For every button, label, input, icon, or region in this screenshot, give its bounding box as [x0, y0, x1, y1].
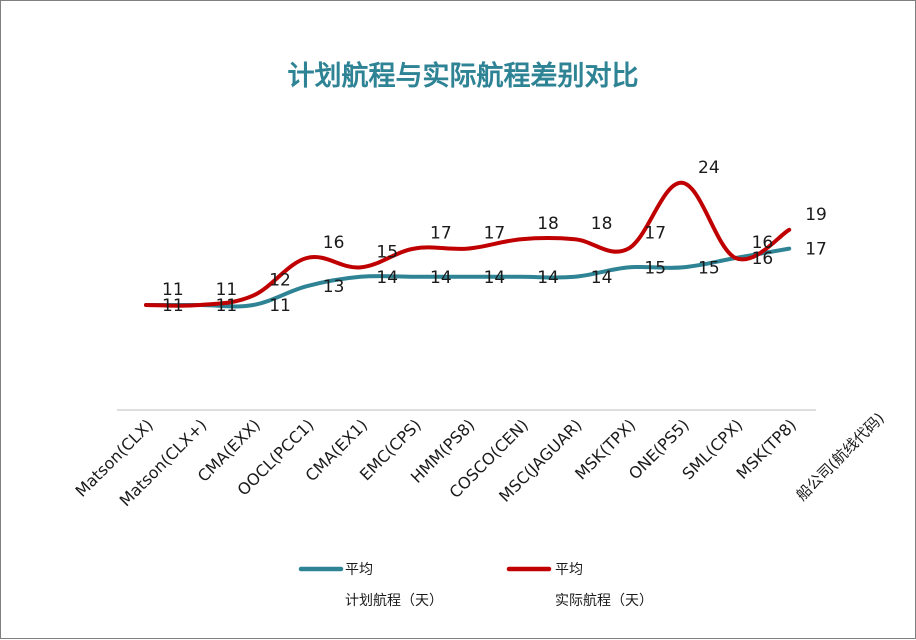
data-label-actual: 18: [537, 214, 559, 234]
legend: 平均 计划航程（天） 平均 实际航程（天）: [298, 562, 653, 609]
data-label-actual: 24: [698, 158, 720, 178]
data-label-planned: 11: [162, 296, 184, 316]
data-label-actual: 11: [216, 280, 238, 300]
legend-entry-actual: 平均 实际航程（天）: [506, 562, 653, 609]
data-label-actual: 12: [269, 271, 291, 291]
data-label-actual: 11: [162, 280, 184, 300]
legend-label-planned-line1: 平均: [345, 562, 373, 578]
data-label-actual: 16: [323, 233, 345, 253]
x-axis-label: 船公司(航线代码): [793, 409, 888, 504]
data-label-actual: 15: [376, 242, 398, 262]
data-label-planned: 14: [484, 268, 506, 288]
data-label-actual: 17: [484, 224, 506, 244]
data-label-planned: 11: [216, 296, 238, 316]
data-label-actual: 17: [430, 224, 452, 244]
legend-label-actual-line2: 实际航程（天）: [555, 593, 653, 609]
data-label-planned: 17: [805, 240, 827, 260]
legend-label-actual-line1: 平均: [555, 562, 583, 578]
data-label-planned: 14: [376, 268, 398, 288]
data-label-actual: 19: [805, 205, 827, 225]
data-label-planned: 14: [591, 268, 613, 288]
data-label-planned: 16: [752, 249, 774, 269]
data-label-actual: 17: [644, 224, 666, 244]
data-label-planned: 14: [430, 268, 452, 288]
x-tick-labels: Matson(CLX)Matson(CLX+)CMA(EXX)OOCL(PCC1…: [71, 415, 800, 510]
data-label-planned: 11: [269, 296, 291, 316]
series-line-planned: [144, 246, 792, 309]
series-lines: [144, 180, 792, 309]
data-label-actual: 16: [752, 233, 774, 253]
chart-title: 计划航程与实际航程差别对比: [288, 60, 639, 92]
legend-label-planned-line2: 计划航程（天）: [345, 593, 443, 609]
data-label-planned: 15: [644, 258, 666, 278]
data-label-planned: 14: [537, 268, 559, 288]
data-label-actual: 18: [591, 214, 613, 234]
series-line-actual: [144, 180, 792, 308]
data-label-planned: 15: [698, 258, 720, 278]
legend-entry-planned: 平均 计划航程（天）: [298, 562, 443, 609]
data-label-planned: 13: [323, 277, 345, 297]
